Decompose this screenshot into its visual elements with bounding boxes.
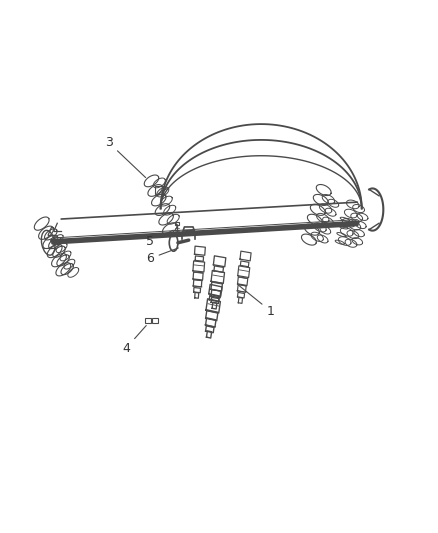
Text: 6: 6 [146, 248, 178, 265]
Text: 4: 4 [122, 326, 146, 355]
Text: 5: 5 [146, 230, 173, 248]
Text: 1: 1 [238, 285, 275, 318]
Text: 3: 3 [105, 136, 145, 177]
Bar [152, 318, 158, 324]
Bar [145, 318, 151, 324]
